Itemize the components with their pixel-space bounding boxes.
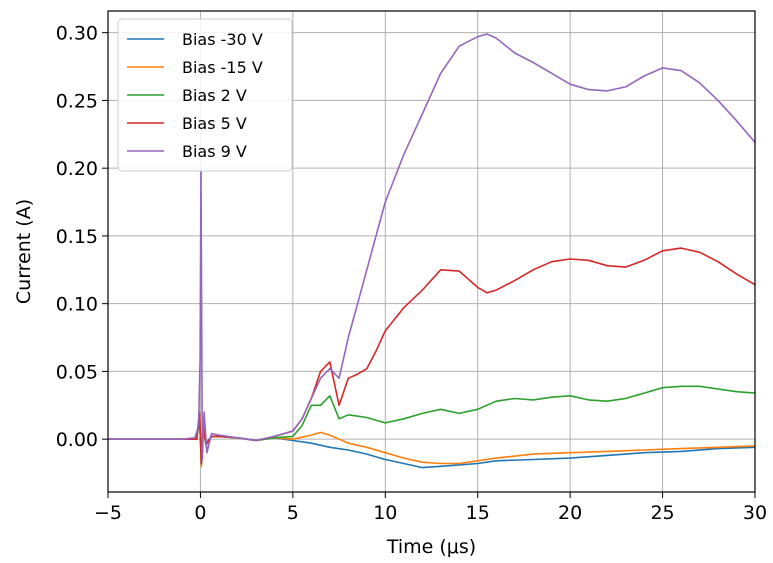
x-tick-label: 0 — [194, 502, 206, 524]
y-axis-label: Current (A) — [13, 199, 35, 304]
legend: Bias -30 V Bias -15 V Bias 2 V Bias 5 V Bias… — [117, 18, 293, 172]
legend-label-5: Bias 9 V — [182, 142, 247, 161]
legend-label-3: Bias 2 V — [182, 86, 247, 105]
x-tick-label: 10 — [373, 502, 397, 524]
x-tick-label: 20 — [558, 502, 582, 524]
x-tick-label: 5 — [287, 502, 299, 524]
plot-frame — [107, 10, 756, 493]
y-tick-label: 0.25 — [56, 90, 98, 112]
y-tick-label: 0.00 — [56, 429, 98, 451]
x-tick-label: 30 — [743, 502, 767, 524]
y-tick-label: 0.10 — [56, 294, 98, 316]
y-tick-label: 0.15 — [56, 226, 98, 248]
y-tick-label: 0.30 — [56, 23, 98, 45]
legend-label-4: Bias 5 V — [182, 114, 247, 133]
y-tick-label: 0.20 — [56, 158, 98, 180]
grid — [107, 11, 756, 492]
x-tick-label: 25 — [650, 502, 674, 524]
x-axis-label: Time (μs) — [386, 536, 476, 558]
legend-label-2: Bias -15 V — [182, 58, 263, 77]
legend-box — [117, 18, 293, 172]
y-tick-label: 0.05 — [56, 361, 98, 383]
x-tick-label: 15 — [466, 502, 490, 524]
ticks: −5 0 5 10 15 20 25 30 0.00 0.05 0.10 0.15 0.20 0.25 0.… — [56, 23, 767, 524]
legend-label-1: Bias -30 V — [182, 30, 263, 49]
series-layer — [108, 33, 755, 469]
x-tick-label: −5 — [94, 502, 122, 524]
